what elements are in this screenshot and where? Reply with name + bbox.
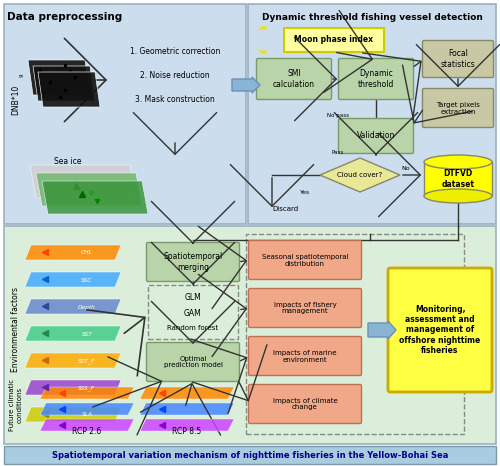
Text: SMI
calculation: SMI calculation (273, 69, 315, 89)
Polygon shape (40, 419, 134, 431)
Bar (424, 162, 492, 196)
Bar (284, 28, 384, 52)
Text: SSS_F: SSS_F (78, 385, 96, 391)
Text: No: No (402, 165, 410, 171)
FancyArrow shape (232, 77, 260, 93)
Bar (246, 234, 464, 434)
Text: Sea ice: Sea ice (54, 158, 82, 166)
Text: Monitoring,
assessment and
management of
offshore nighttime
fisheries: Monitoring, assessment and management of… (400, 305, 480, 355)
Text: Validation: Validation (357, 131, 395, 141)
Text: RCP 8.5: RCP 8.5 (172, 427, 202, 437)
Text: SSC: SSC (82, 277, 92, 282)
Polygon shape (25, 407, 121, 422)
Polygon shape (36, 173, 142, 206)
Ellipse shape (424, 155, 492, 169)
Text: CHL: CHL (81, 251, 93, 255)
FancyBboxPatch shape (146, 343, 240, 382)
Polygon shape (25, 380, 121, 395)
Polygon shape (40, 387, 134, 399)
Polygon shape (25, 299, 121, 314)
FancyBboxPatch shape (422, 41, 494, 77)
Text: Moon phase index: Moon phase index (294, 35, 374, 44)
Text: No pass: No pass (327, 112, 349, 117)
Text: SST: SST (82, 331, 92, 336)
Text: 1. Geometric correction: 1. Geometric correction (130, 48, 220, 56)
FancyBboxPatch shape (388, 268, 492, 392)
Circle shape (252, 30, 272, 50)
FancyBboxPatch shape (248, 384, 362, 424)
Text: Impacts of fishery
management: Impacts of fishery management (274, 302, 336, 315)
Bar (4, 4, 246, 224)
Text: Data preprocessing: Data preprocessing (8, 12, 122, 22)
Text: 3. Mask construction: 3. Mask construction (135, 96, 215, 104)
Text: Future climatic
conditions: Future climatic conditions (10, 379, 22, 431)
Polygon shape (38, 72, 100, 107)
Polygon shape (320, 158, 400, 192)
Bar (248, 4, 496, 224)
Text: Discard: Discard (272, 206, 298, 212)
Polygon shape (33, 66, 95, 101)
Text: Dynamic
threshold: Dynamic threshold (358, 69, 394, 89)
Text: SST_F: SST_F (78, 358, 96, 364)
FancyBboxPatch shape (422, 89, 494, 128)
Text: Seasonal spatiotemporal
distribution: Seasonal spatiotemporal distribution (262, 254, 348, 267)
Text: GLM: GLM (184, 294, 202, 302)
FancyBboxPatch shape (338, 118, 413, 153)
Bar (148, 285, 238, 339)
Text: Focal
statistics: Focal statistics (440, 49, 476, 69)
Text: Random forest: Random forest (168, 325, 218, 331)
Polygon shape (25, 245, 121, 260)
Text: Dynamic threshold fishing vessel detection: Dynamic threshold fishing vessel detecti… (262, 13, 482, 21)
Text: Pass: Pass (332, 151, 344, 156)
FancyBboxPatch shape (248, 288, 362, 328)
Text: Impacts of marine
environment: Impacts of marine environment (273, 350, 337, 363)
Text: SLA: SLA (82, 412, 92, 418)
FancyBboxPatch shape (338, 59, 413, 100)
Text: Spatiotemporal
merging: Spatiotemporal merging (164, 252, 222, 272)
Polygon shape (140, 419, 234, 431)
Polygon shape (30, 165, 136, 198)
FancyBboxPatch shape (248, 240, 362, 280)
Polygon shape (28, 60, 90, 95)
FancyArrow shape (368, 321, 396, 339)
Polygon shape (254, 26, 266, 54)
Polygon shape (40, 403, 134, 415)
Text: Yes: Yes (300, 190, 310, 194)
Text: Cloud cover?: Cloud cover? (338, 172, 382, 178)
Text: DTFVD
dataset: DTFVD dataset (442, 169, 474, 189)
Text: RCP 2.6: RCP 2.6 (72, 427, 102, 437)
Text: DNB*10: DNB*10 (12, 85, 20, 115)
FancyBboxPatch shape (256, 59, 332, 100)
Polygon shape (25, 272, 121, 287)
Bar (110, 30, 240, 140)
Polygon shape (25, 326, 121, 341)
FancyBboxPatch shape (248, 336, 362, 376)
Polygon shape (140, 403, 234, 415)
Polygon shape (140, 387, 234, 399)
Text: Depth: Depth (78, 304, 96, 309)
Ellipse shape (424, 189, 492, 203)
Text: 2. Noise reduction: 2. Noise reduction (140, 70, 210, 80)
Text: Target pixels
extraction: Target pixels extraction (436, 102, 480, 115)
Text: Environmental factors: Environmental factors (12, 288, 20, 372)
Text: GAM: GAM (184, 308, 202, 317)
Text: Optimal
prediction model: Optimal prediction model (164, 356, 222, 369)
Text: Impacts of climate
change: Impacts of climate change (272, 397, 338, 411)
Polygon shape (42, 181, 148, 214)
Polygon shape (25, 353, 121, 368)
Bar (4, 226, 496, 444)
Text: Spatiotemporal variation mechanism of nighttime fisheries in the Yellow-Bohai Se: Spatiotemporal variation mechanism of ni… (52, 451, 448, 459)
Bar (4, 446, 496, 464)
Text: 9: 9 (20, 73, 24, 77)
FancyBboxPatch shape (146, 242, 240, 281)
